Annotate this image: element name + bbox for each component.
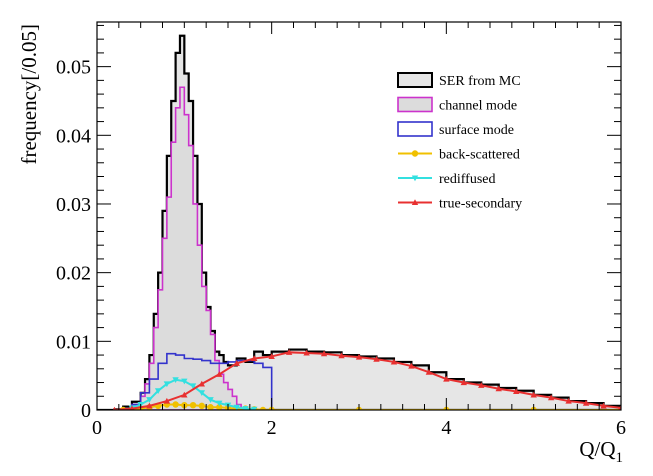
series-5-point [268,353,275,359]
series-4-point [163,381,171,388]
y-tick-label: 0 [81,400,91,422]
axes: 0 2 4 6 0 0.01 0.02 0.03 0.04 0.05 Q/Q1 frequency[/… [17,21,626,466]
series-3-line [123,403,621,410]
series-5-point [181,391,188,398]
legend-label-1: channel mode [439,99,517,114]
series-5-point [146,402,153,409]
series-3-point [172,401,179,408]
legend-swatch-1 [397,96,433,113]
series-4-point [216,400,223,407]
series-4-point [146,397,153,403]
legend-entry-1: channel mode [397,96,517,114]
series-3-point [259,406,267,410]
y-tick-label: 0.02 [56,263,91,285]
series-5-point [565,397,572,404]
series-1 [122,86,247,410]
series-5-point [478,382,485,388]
series-5-point [251,355,258,362]
series-5-point [390,358,398,365]
series-5-point [582,399,590,406]
series-3-point [189,401,197,409]
series-4-point [189,383,197,390]
legend-swatch-2 [397,121,433,137]
legend-entry-5: true-secondary [398,197,522,212]
legend-entry-4: rediffused [398,172,496,187]
legend-label-3: back-scattered [439,148,520,163]
series-5-point [408,362,415,369]
series-4-point [154,388,162,394]
series-5-point [320,350,328,357]
legend-marker-5 [411,199,419,206]
series-5-point [530,391,537,398]
series-4-point [172,377,179,383]
y-axis-title: frequency[/0.05] [17,24,41,165]
series-4 [128,377,258,410]
series-5-point [233,360,240,366]
series-5-point [547,394,555,401]
series-5-point [443,375,450,382]
legend-label-5: true-secondary [439,197,522,212]
series-4-point [233,404,240,410]
x-tick-label: 0 [92,417,102,439]
series-5-point [460,379,467,386]
series-5-point [600,402,607,409]
x-axis-title-main: Q/Q [579,437,615,461]
series-5-point [163,397,171,404]
series-5-line [114,351,621,410]
series-5-point [373,355,380,362]
legend-entry-3: back-scattered [398,148,520,163]
series-5-point [112,406,117,410]
series-5 [112,349,621,410]
series-5-point [355,353,363,360]
series-5-point [513,388,520,395]
x-axis-title: Q/Q1 [579,437,623,466]
series-4-point [181,378,188,385]
series-5-point [425,369,433,375]
series-5-point [216,371,223,377]
series-5-point [495,385,502,392]
series-4-point [251,406,258,410]
series-5-point [338,352,345,359]
legend-label-4: rediffused [439,172,496,187]
series-5-point [303,349,310,356]
legend-entry-0: SER from MC [397,72,521,89]
legend-label-0: SER from MC [439,74,521,89]
series-3-point [198,402,205,410]
legend-label-2: surface mode [439,123,514,138]
x-axis-title-subscript: 1 [616,450,624,466]
legend-marker-4 [411,175,419,182]
legend-swatch-0 [397,72,433,88]
y-tick-label: 0.04 [56,125,91,147]
x-tick-label: 2 [267,417,277,439]
series-group [97,34,621,410]
y-tick-label: 0.01 [56,331,91,353]
series-4-point [198,390,205,397]
series-4-point [207,397,214,403]
y-tick-label: 0.03 [56,194,91,216]
series-5-point [198,380,205,387]
series-3-point [216,404,223,410]
y-tick-label: 0.05 [56,57,91,79]
legend-marker-3 [411,150,419,157]
series-4-point [242,406,249,410]
legend: SER from MC channel mode surface mode back-… [397,72,522,212]
x-tick-label: 6 [616,417,626,439]
series-1-histogram [122,86,247,410]
plot-area [97,34,621,410]
legend-entry-2: surface mode [397,121,514,138]
series-5-point [618,404,621,410]
x-tick-label: 4 [441,417,451,439]
series-5-point [129,405,135,410]
series-5-point [285,349,293,355]
series-3-point [207,404,214,410]
